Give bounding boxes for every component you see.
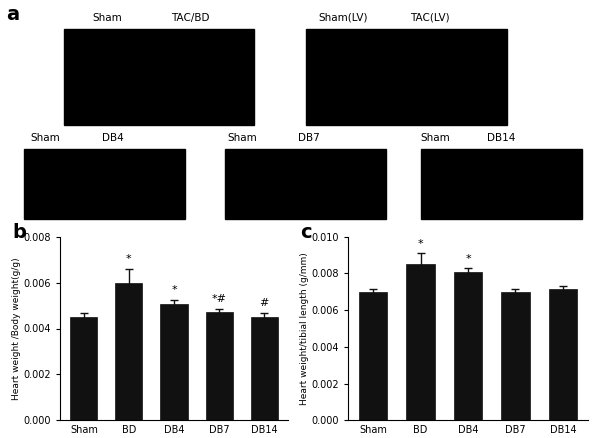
Text: *: * — [171, 285, 177, 295]
Text: Sham: Sham — [31, 133, 60, 143]
Text: Sham(LV): Sham(LV) — [319, 13, 368, 23]
Text: *: * — [418, 240, 424, 249]
Text: b: b — [12, 223, 26, 242]
Bar — [160, 304, 188, 420]
Text: *: * — [465, 254, 471, 264]
Y-axis label: Heart weight/tibial length (g/mm): Heart weight/tibial length (g/mm) — [299, 252, 308, 405]
Text: DB7: DB7 — [298, 133, 320, 143]
Text: *#: *# — [212, 294, 227, 304]
Text: Sham: Sham — [421, 133, 450, 143]
Text: a: a — [6, 5, 19, 24]
Bar — [225, 149, 386, 219]
Bar — [70, 317, 97, 420]
Bar — [359, 292, 388, 420]
Text: #: # — [259, 298, 269, 308]
Text: DB14: DB14 — [487, 133, 516, 143]
Text: TAC/BD: TAC/BD — [172, 13, 210, 23]
Text: *: * — [126, 254, 132, 264]
Bar — [23, 149, 185, 219]
Y-axis label: Heart weight /Body weight(g/g): Heart weight /Body weight(g/g) — [11, 257, 20, 400]
Bar — [306, 29, 508, 125]
Bar — [421, 149, 582, 219]
Bar — [115, 283, 142, 420]
Text: Sham: Sham — [227, 133, 257, 143]
Bar — [251, 317, 278, 420]
Bar — [206, 312, 233, 420]
Text: DB4: DB4 — [102, 133, 124, 143]
Bar — [406, 264, 435, 420]
Bar — [454, 272, 482, 420]
Text: c: c — [300, 223, 311, 242]
Text: TAC(LV): TAC(LV) — [410, 13, 449, 23]
Bar — [501, 292, 530, 420]
Bar — [64, 29, 254, 125]
Text: Sham: Sham — [92, 13, 122, 23]
Bar — [548, 289, 577, 420]
